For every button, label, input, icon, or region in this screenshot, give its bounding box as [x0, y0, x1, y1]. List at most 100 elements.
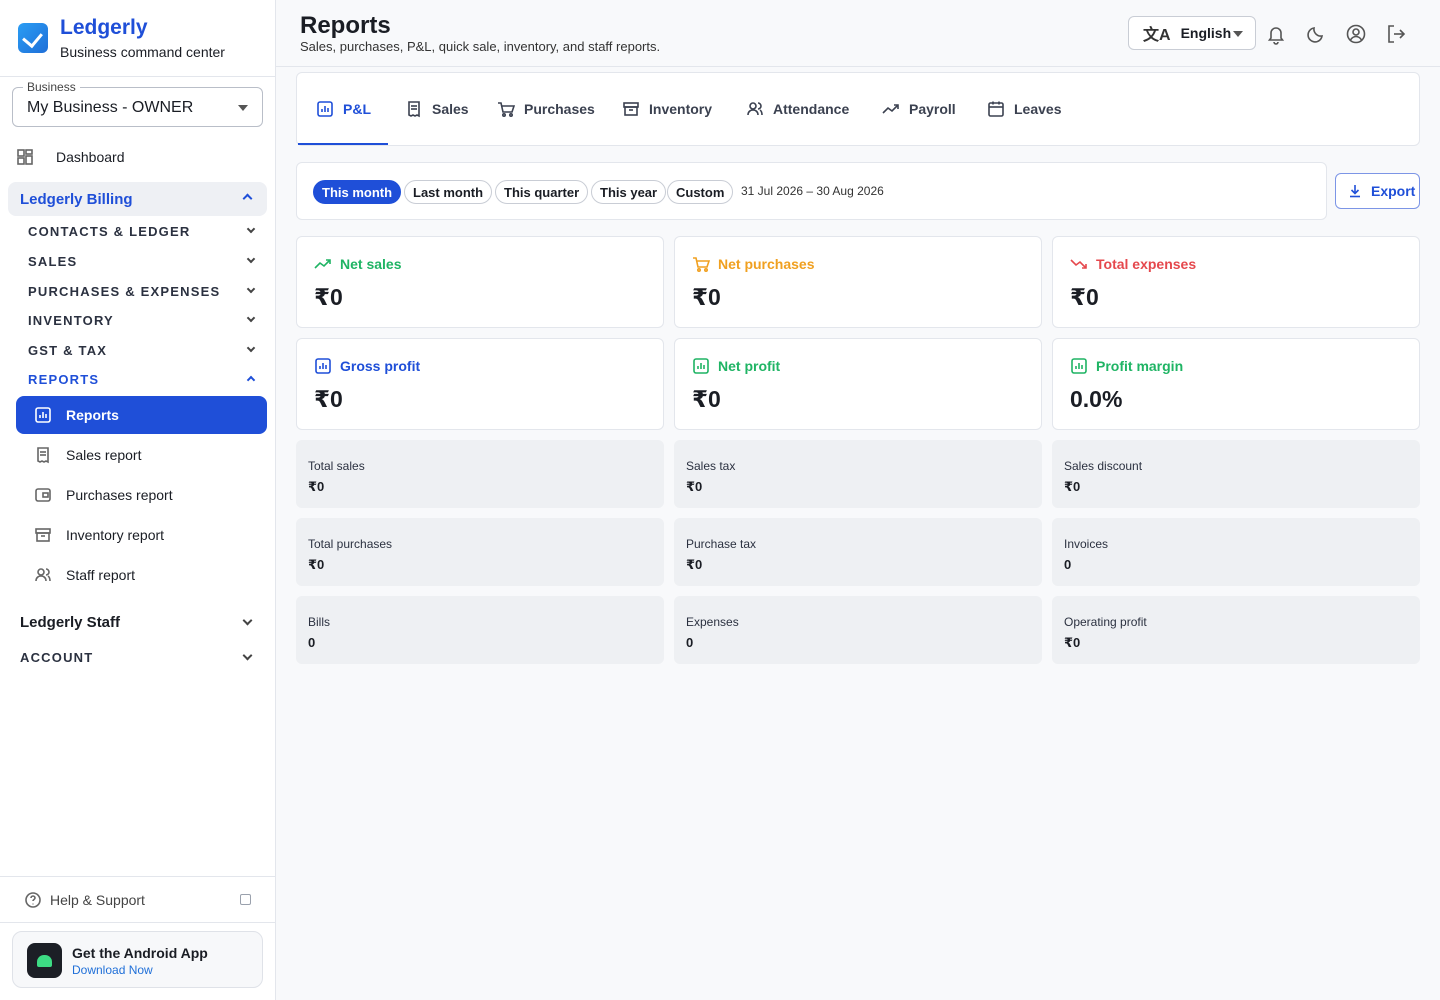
- kpi-label-text: Net sales: [340, 256, 402, 272]
- language-select[interactable]: 文A English: [1128, 16, 1256, 50]
- kpi-label: Net profit: [692, 357, 780, 375]
- section-contacts-ledger[interactable]: CONTACTS & LEDGER: [28, 224, 258, 239]
- section-label: GST & TAX: [28, 343, 108, 358]
- trending-down-icon: [1070, 259, 1087, 269]
- chip-this-month[interactable]: This month: [313, 180, 402, 204]
- section-label: INVENTORY: [28, 313, 114, 328]
- stat-value: ₹0: [1064, 479, 1081, 494]
- kpi-label-text: Net profit: [718, 358, 781, 374]
- date-range: 31 Jul 2026 – 30 Aug 2026: [741, 184, 884, 198]
- kpi-value: ₹0: [1070, 284, 1099, 310]
- kpi-label: Profit margin: [1070, 357, 1183, 375]
- stat-value: ₹0: [686, 557, 703, 572]
- android-icon: [27, 943, 62, 978]
- tab-purchases[interactable]: Purchases: [497, 100, 595, 118]
- android-title: Get the Android App: [72, 945, 208, 961]
- page-subtitle: Sales, purchases, P&L, quick sale, inven…: [300, 39, 661, 54]
- chip-this-year[interactable]: This year: [591, 180, 667, 204]
- kpi-label-text: Profit margin: [1096, 358, 1184, 374]
- chevron-down-icon: [246, 254, 256, 264]
- wallet-icon: [35, 488, 51, 502]
- sidebar-item-inventory-report[interactable]: Inventory report: [16, 516, 267, 554]
- stat-label: Total sales: [308, 459, 365, 473]
- logout-icon[interactable]: [1385, 23, 1407, 45]
- help-support-link[interactable]: Help & Support: [0, 876, 275, 923]
- account-circle-icon[interactable]: [1345, 23, 1367, 45]
- sidebar-item-sales-report[interactable]: Sales report: [16, 436, 267, 474]
- tab-inventory[interactable]: Inventory: [622, 100, 712, 118]
- section-inventory[interactable]: INVENTORY: [28, 313, 258, 328]
- trending-up-icon: [882, 104, 899, 114]
- android-download-link[interactable]: Download Now: [72, 963, 153, 977]
- bar-chart-icon: [693, 358, 709, 374]
- business-select-label: Business: [23, 80, 80, 94]
- group-ledgerly-staff[interactable]: Ledgerly Staff: [8, 605, 267, 639]
- help-circle-icon: [25, 891, 41, 908]
- tab-label: P&L: [343, 101, 371, 117]
- group-label: ACCOUNT: [20, 649, 94, 665]
- tab-attendance[interactable]: Attendance: [746, 100, 849, 118]
- chevron-up-icon: [246, 375, 256, 385]
- tab-label: Sales: [432, 101, 469, 117]
- group-label: Ledgerly Billing: [20, 190, 133, 208]
- moon-icon[interactable]: [1305, 23, 1327, 45]
- stat-label: Bills: [308, 615, 331, 629]
- section-reports[interactable]: REPORTS: [28, 372, 258, 387]
- tab-label: Inventory: [649, 101, 713, 117]
- section-purchases-expenses[interactable]: PURCHASES & EXPENSES: [28, 284, 258, 299]
- tab-label: Leaves: [1014, 101, 1062, 117]
- stat-expenses: Expenses 0: [674, 596, 1042, 664]
- period-filter: This month Last month This quarter This …: [296, 162, 1327, 220]
- kpi-card-net-sales: Net sales ₹0: [296, 236, 664, 328]
- android-app-banner[interactable]: Get the Android App Download Now: [12, 931, 263, 988]
- tab-leaves[interactable]: Leaves: [987, 100, 1061, 118]
- tab-pl[interactable]: P&L: [316, 100, 371, 118]
- tab-payroll[interactable]: Payroll: [882, 100, 956, 118]
- report-tabs: P&L Sales Purchases Inventory Attendance…: [296, 72, 1420, 146]
- kpi-label: Net purchases: [692, 255, 814, 273]
- kpi-value: ₹0: [692, 284, 721, 310]
- stat-label: Operating profit: [1064, 615, 1147, 629]
- chevron-down-icon: [246, 284, 256, 294]
- stat-value: 0: [1064, 557, 1072, 572]
- stat-label: Invoices: [1064, 537, 1109, 551]
- stat-value: ₹0: [686, 479, 703, 494]
- help-label: Help & Support: [50, 891, 145, 908]
- section-gst-tax[interactable]: GST & TAX: [28, 343, 258, 358]
- stat-value: ₹0: [308, 479, 325, 494]
- group-label: Ledgerly Staff: [20, 613, 121, 631]
- tab-sales[interactable]: Sales: [405, 100, 469, 118]
- section-sales[interactable]: SALES: [28, 254, 258, 269]
- export-button[interactable]: Export: [1335, 173, 1420, 209]
- stat-label: Sales discount: [1064, 459, 1143, 473]
- bell-icon[interactable]: [1265, 23, 1287, 45]
- bar-chart-icon: [35, 407, 51, 423]
- chip-this-quarter[interactable]: This quarter: [495, 180, 589, 204]
- sidebar-item-dashboard[interactable]: Dashboard: [16, 148, 125, 166]
- chevron-down-icon: [246, 224, 256, 234]
- header-divider: [276, 66, 1440, 67]
- sidebar-item-label: Staff report: [66, 567, 136, 583]
- brand-tagline: Business command center: [60, 44, 225, 60]
- business-select[interactable]: Business My Business - OWNER: [12, 80, 263, 127]
- kpi-label-text: Net purchases: [718, 256, 815, 272]
- group-ledgerly-billing[interactable]: Ledgerly Billing: [8, 182, 267, 216]
- sidebar-item-purchases-report[interactable]: Purchases report: [16, 476, 267, 514]
- stat-value: 0: [308, 635, 316, 650]
- tab-label: Payroll: [909, 101, 956, 117]
- kpi-card-total-expenses: Total expenses ₹0: [1052, 236, 1420, 328]
- group-account[interactable]: ACCOUNT: [8, 640, 267, 674]
- ledgerly-logo-icon: [18, 23, 48, 53]
- stat-total-sales: Total sales ₹0: [296, 440, 664, 508]
- chip-custom[interactable]: Custom: [667, 180, 734, 204]
- sidebar-item-staff-report[interactable]: Staff report: [16, 556, 267, 594]
- kpi-card-profit-margin: Profit margin 0.0%: [1052, 338, 1420, 430]
- users-icon: [747, 102, 763, 116]
- chip-last-month[interactable]: Last month: [404, 180, 493, 204]
- receipt-icon: [408, 101, 420, 118]
- bar-chart-icon: [317, 101, 333, 117]
- archive-icon: [35, 528, 51, 542]
- stat-total-purchases: Total purchases ₹0: [296, 518, 664, 586]
- brand[interactable]: Ledgerly Business command center: [0, 0, 275, 77]
- sidebar-item-reports[interactable]: Reports: [16, 396, 267, 434]
